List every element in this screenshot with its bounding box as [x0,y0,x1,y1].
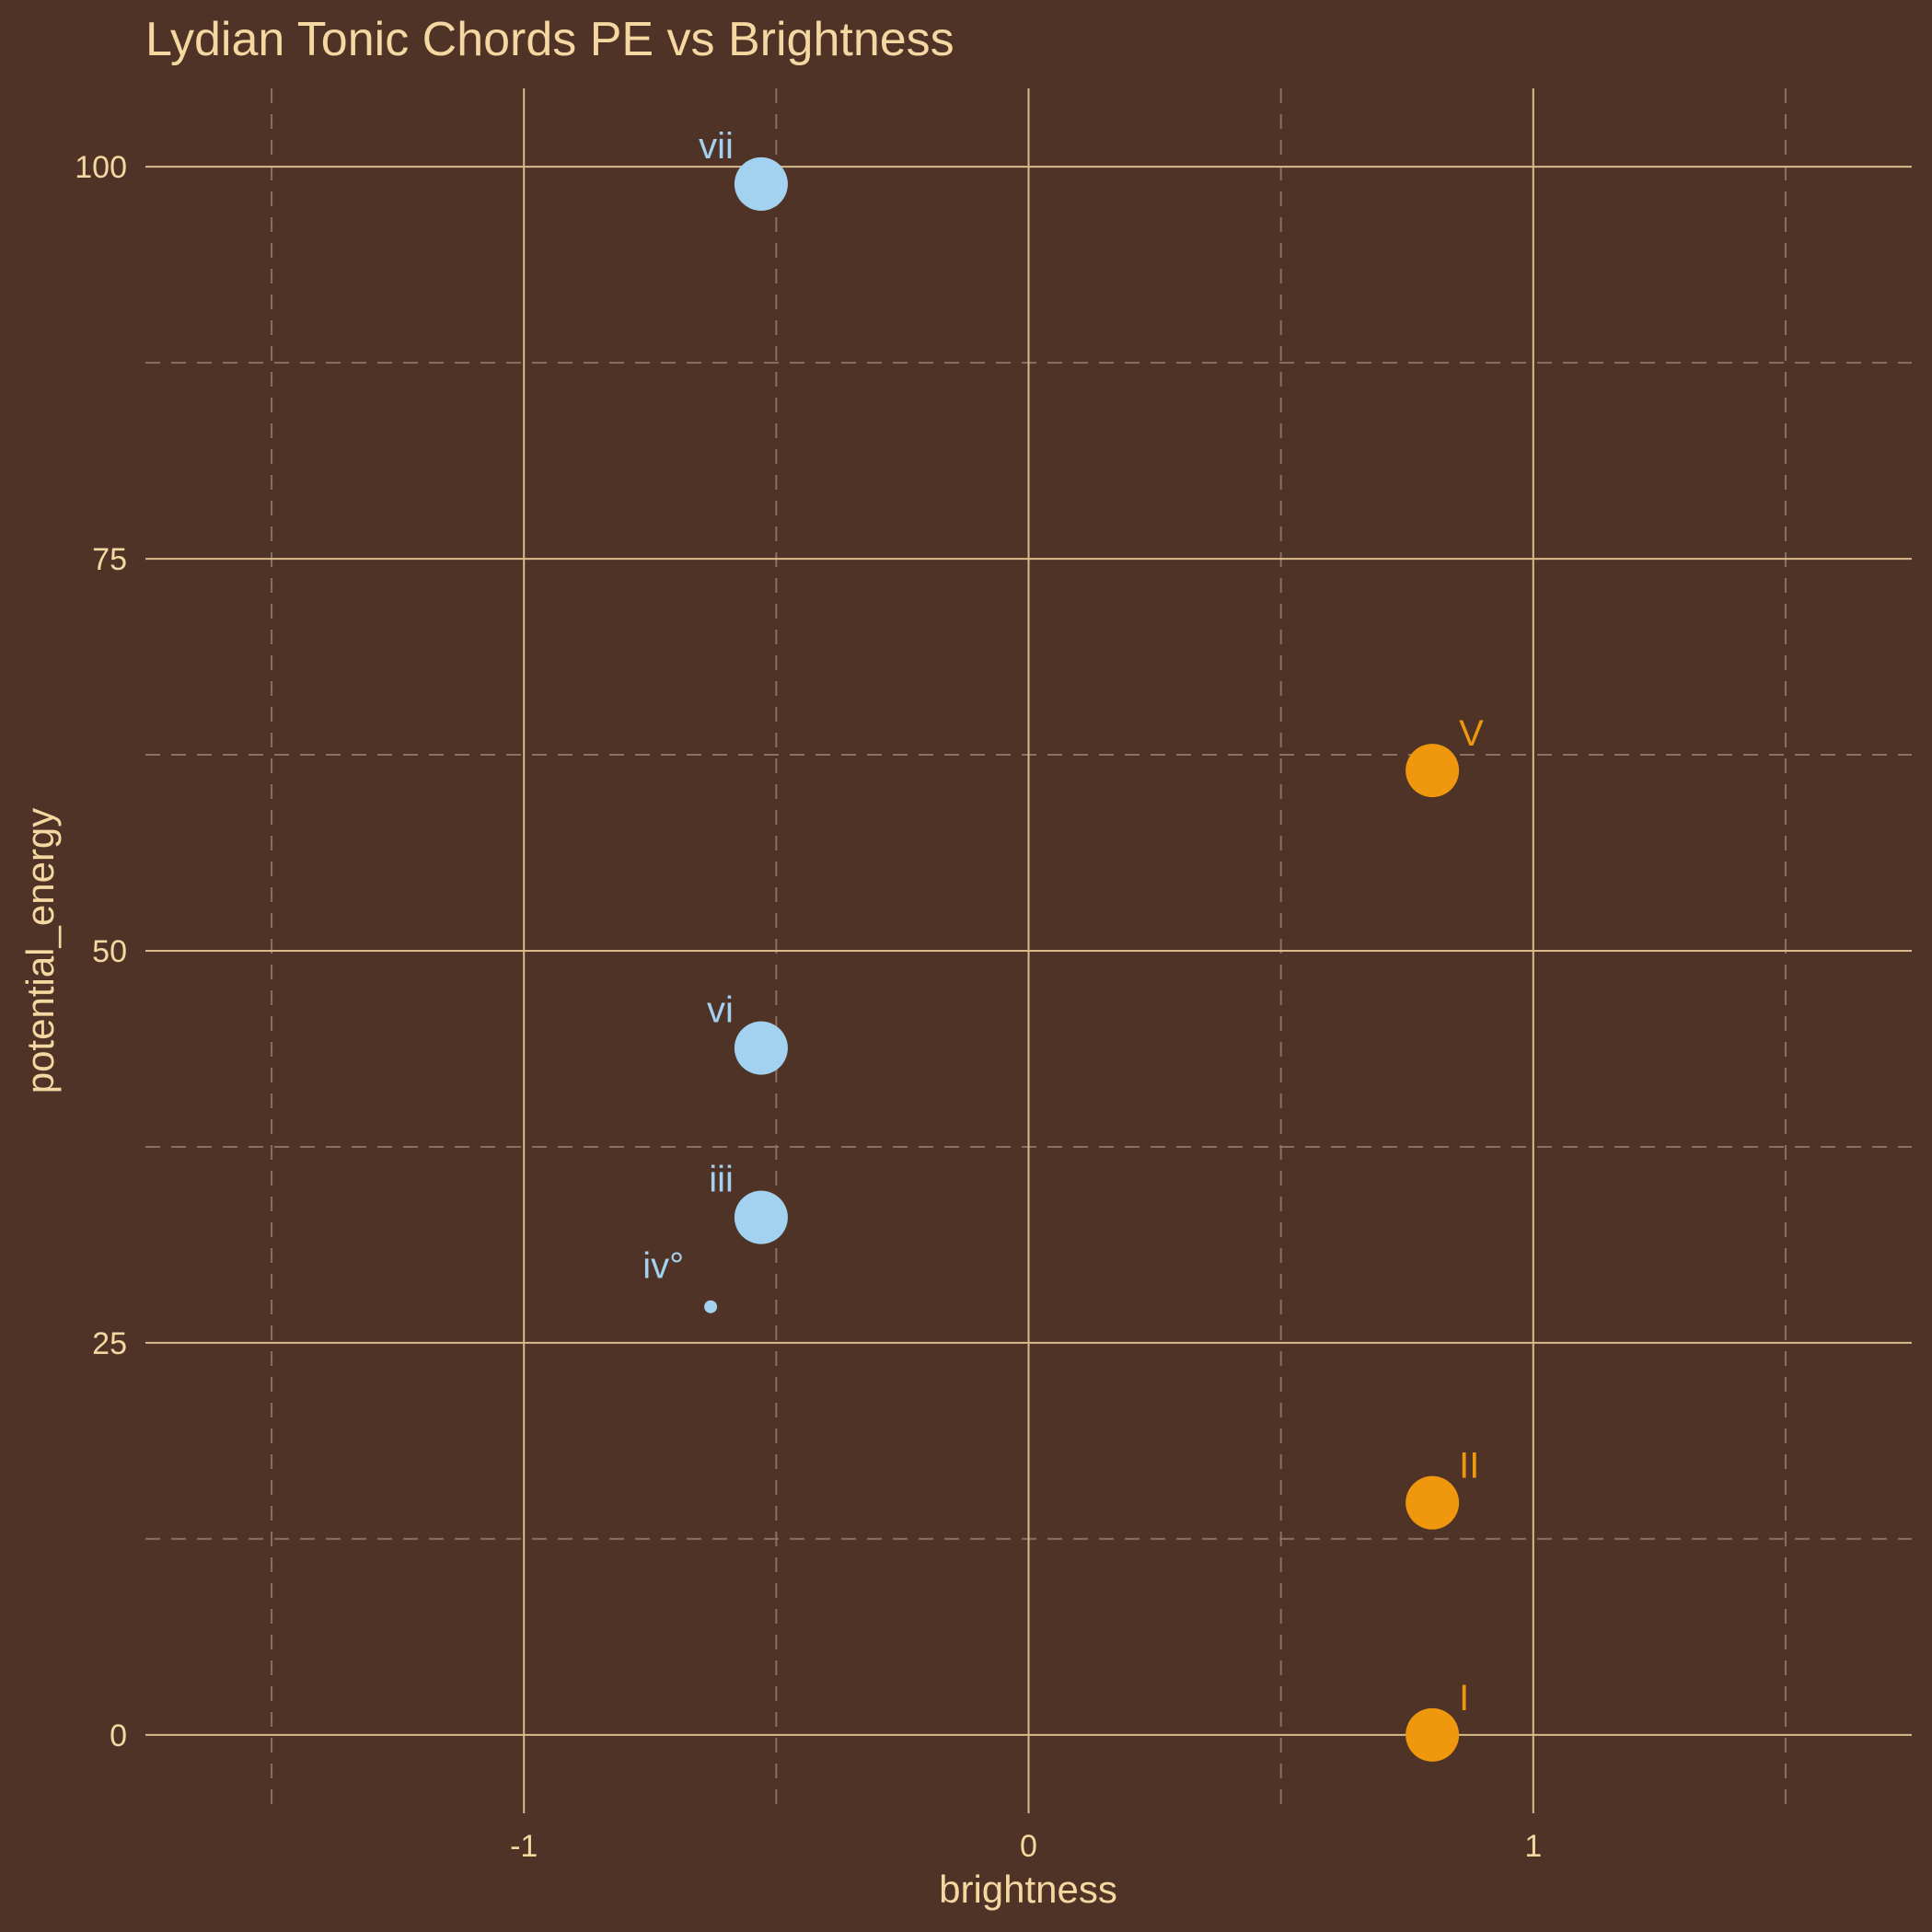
point-label: vii [699,126,734,167]
x-axis-tick-labels: -1 0 1 [510,1829,1542,1864]
point-label: iii [709,1160,734,1200]
y-tick-label: 50 [92,934,127,969]
data-point [734,156,788,211]
data-point [1406,744,1460,798]
y-axis-tick-labels: 0 25 50 75 100 [75,150,127,1753]
data-point [734,1190,788,1244]
x-tick-label: -1 [510,1829,538,1864]
data-point [704,1300,718,1313]
y-tick-label: 0 [110,1718,127,1753]
x-axis-label: brightness [939,1868,1117,1911]
x-tick-label: 1 [1524,1829,1542,1864]
x-tick-label: 0 [1020,1829,1037,1864]
point-label: iv° [642,1246,684,1287]
y-tick-label: 25 [92,1326,127,1361]
point-label: vi [707,990,734,1031]
data-points [704,156,1460,1762]
point-label: I [1459,1678,1469,1718]
y-axis-label: potential_energy [18,808,62,1094]
major-gridlines [145,88,1912,1813]
data-point [1406,1707,1460,1762]
data-point [734,1021,788,1075]
y-tick-label: 100 [75,150,127,185]
point-label: II [1459,1446,1479,1487]
y-tick-label: 75 [92,542,127,577]
chart-title: Lydian Tonic Chords PE vs Brightness [145,13,954,66]
point-label: V [1459,713,1484,754]
data-point [1406,1475,1460,1530]
